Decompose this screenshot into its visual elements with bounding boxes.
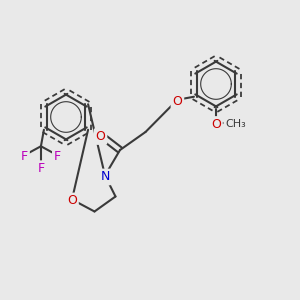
Text: CH₃: CH₃ — [225, 119, 246, 129]
Text: F: F — [21, 150, 28, 163]
Text: N: N — [100, 170, 110, 184]
Text: O: O — [211, 118, 221, 131]
Text: O: O — [96, 130, 105, 143]
Text: O: O — [172, 95, 182, 108]
Text: F: F — [38, 162, 44, 175]
Text: F: F — [54, 150, 61, 163]
Text: O: O — [67, 194, 77, 208]
